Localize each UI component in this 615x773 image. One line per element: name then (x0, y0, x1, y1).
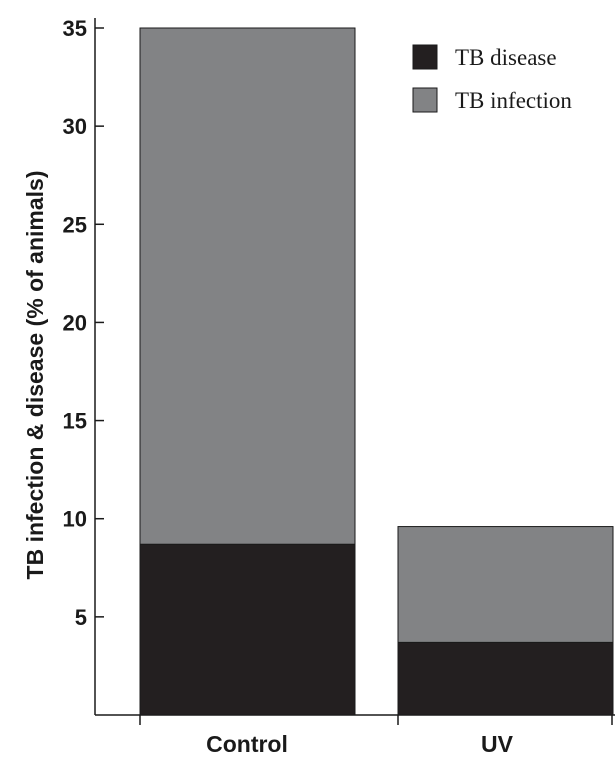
y-tick-label: 15 (63, 409, 87, 434)
y-tick-label: 5 (75, 605, 87, 630)
bars (139, 27, 614, 716)
y-axis-ticks: 5 10 15 20 25 30 35 (63, 16, 104, 630)
legend-swatch (412, 87, 438, 113)
bar-control-tb-disease (139, 543, 356, 716)
bar-control-tb-infection (139, 27, 356, 545)
bar-uv-tb-disease (397, 641, 614, 716)
y-tick-label: 25 (63, 212, 87, 237)
bar-uv-tb-infection (397, 526, 614, 643)
x-category-label: Control (206, 731, 288, 757)
y-tick-label: 20 (63, 310, 87, 335)
y-axis-title: TB infection & disease (% of animals) (22, 171, 48, 580)
legend-swatch (412, 44, 438, 70)
legend: TB disease TB infection (412, 44, 572, 113)
x-category-label: UV (481, 731, 514, 757)
legend-label: TB infection (455, 88, 572, 113)
y-tick-label: 10 (63, 507, 87, 532)
y-tick-label: 30 (63, 114, 87, 139)
y-tick-label: 35 (63, 16, 87, 41)
x-axis-labels: Control UV (206, 731, 514, 757)
legend-label: TB disease (455, 45, 557, 70)
